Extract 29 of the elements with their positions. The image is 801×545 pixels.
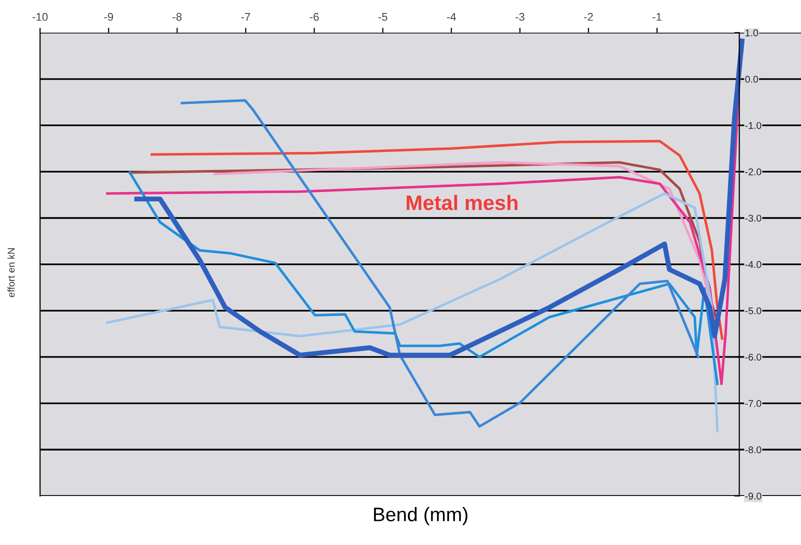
x-axis-title: Bend (mm) <box>374 507 468 526</box>
y-tick-label: -2.0 <box>745 168 762 176</box>
x-tick-label: -4 <box>446 13 456 21</box>
x-tick-label: -5 <box>378 13 388 21</box>
x-tick-label: -8 <box>172 12 182 21</box>
x-tick-label: -3 <box>515 12 524 21</box>
line-series <box>134 38 744 358</box>
x-tick-label: -9 <box>104 12 114 21</box>
x-tick-label: -2 <box>584 12 593 21</box>
line-series <box>150 140 724 340</box>
y-tick-label: 1.0 <box>746 29 758 36</box>
y-tick-label: -1.0 <box>745 122 762 129</box>
y-tick-label: -8.0 <box>745 446 762 454</box>
y-tick-label: -4.0 <box>745 261 762 268</box>
y-tick-label: -5.0 <box>745 307 762 314</box>
x-tick-label: -7 <box>241 13 250 21</box>
y-tick-label: -6.0 <box>745 354 762 361</box>
x-tick-label: -10 <box>32 12 48 21</box>
annotation: Metal mesh <box>406 194 518 210</box>
y-tick-label: -7.0 <box>745 400 762 407</box>
line-series <box>180 99 700 428</box>
x-tick-label: -6 <box>310 12 319 21</box>
x-tick-label: -1 <box>652 13 662 21</box>
y-tick-label: -3.0 <box>745 214 762 222</box>
y-tick-label: -9.0 <box>745 492 762 500</box>
line-series <box>128 171 719 386</box>
y-tick-label: 0.0 <box>745 76 758 83</box>
y-axis-title: effort en kN <box>7 248 15 298</box>
line-series <box>106 192 719 432</box>
